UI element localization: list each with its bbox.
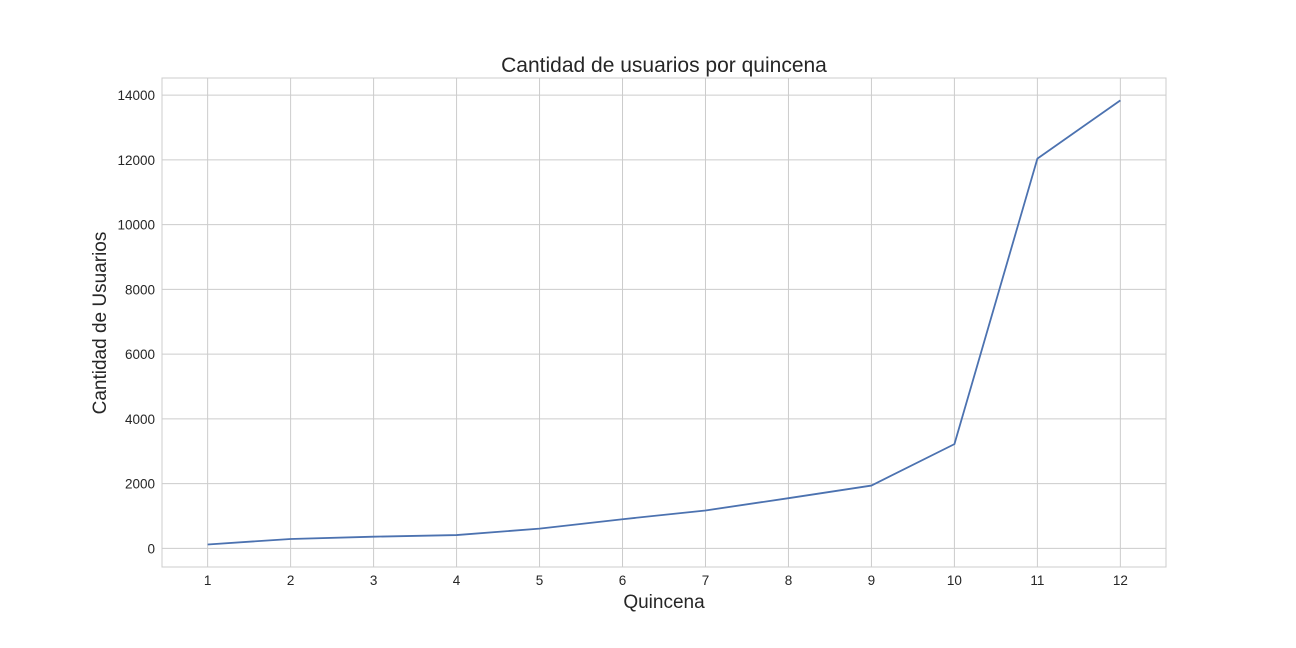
x-tick-label: 11 (1030, 573, 1044, 588)
y-tick-label: 14000 (117, 88, 155, 103)
y-tick-label: 0 (147, 541, 155, 556)
x-tick-label: 4 (453, 573, 461, 588)
chart-title: Cantidad de usuarios por quincena (501, 54, 827, 77)
x-tick-label: 1 (204, 573, 212, 588)
x-tick-label: 5 (536, 573, 544, 588)
y-tick-label: 2000 (125, 477, 155, 492)
x-axis-label: Quincena (623, 592, 705, 613)
plot-frame (161, 77, 1167, 568)
y-axis-ticks: 0 2000 4000 6000 8000 10000 12000 14000 (117, 88, 155, 556)
x-tick-label: 8 (785, 573, 793, 588)
x-tick-label: 7 (702, 573, 710, 588)
x-tick-label: 12 (1113, 573, 1128, 588)
x-tick-label: 9 (868, 573, 876, 588)
x-tick-label: 6 (619, 573, 627, 588)
x-tick-label: 2 (287, 573, 295, 588)
y-tick-label: 10000 (117, 218, 155, 233)
y-tick-label: 4000 (125, 412, 155, 427)
x-tick-label: 10 (947, 573, 962, 588)
series-line (207, 99, 1121, 546)
y-tick-label: 12000 (117, 153, 155, 168)
series-layer (207, 99, 1121, 546)
grid (162, 78, 1166, 567)
y-tick-label: 6000 (125, 347, 155, 362)
y-axis-label: Cantidad de Usuarios (90, 232, 111, 415)
x-axis-ticks: 1 2 3 4 5 6 7 8 9 10 11 12 (204, 573, 1128, 588)
x-tick-label: 3 (370, 573, 378, 588)
y-tick-label: 8000 (125, 282, 155, 297)
